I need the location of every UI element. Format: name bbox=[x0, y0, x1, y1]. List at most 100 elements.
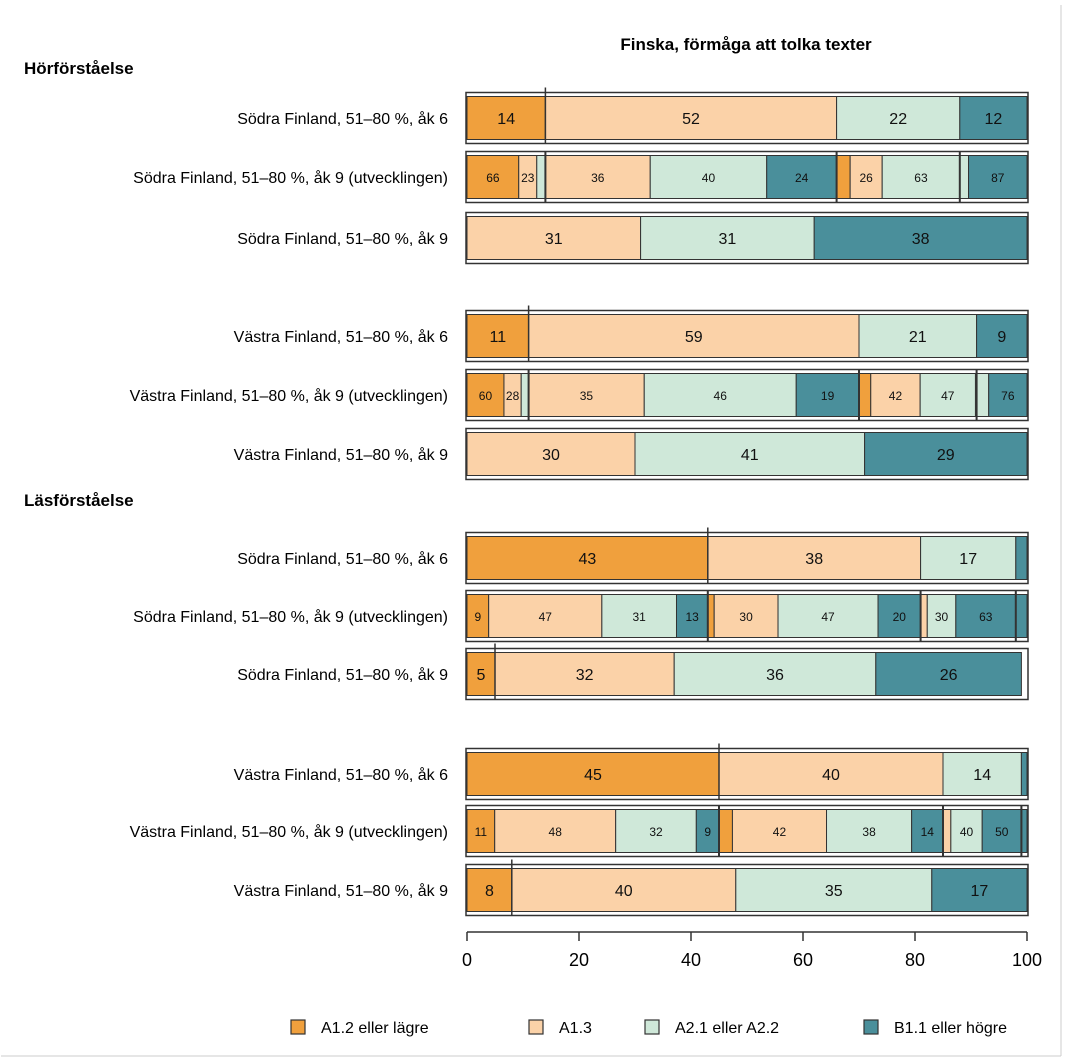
legend-label-0: A1.2 eller lägre bbox=[321, 1020, 429, 1037]
dev-segment-s0-r4-1-2 bbox=[643, 373, 797, 417]
bar-value-s0-r0-3: 12 bbox=[985, 111, 1003, 128]
dev-segment-s1-r1-1-2 bbox=[777, 594, 879, 638]
x-tick-label-60: 60 bbox=[793, 950, 813, 970]
bar-segment-s0-r2-3 bbox=[813, 216, 1028, 260]
dev-segment-s1-r1-0-2 bbox=[601, 594, 677, 638]
section-title-lasforstaelse: Läsförståelse bbox=[24, 491, 134, 510]
bar-segment-s0-r0-0 bbox=[466, 96, 546, 140]
dev-segment-s0-r1-0-2 bbox=[536, 155, 546, 199]
dev-segment-s1-r4-1-0 bbox=[718, 809, 733, 853]
bar-value-s0-r3-3: 9 bbox=[997, 329, 1006, 346]
bar-value-s0-r5-1: 30 bbox=[542, 447, 560, 464]
bar-value-s1-r3-0: 45 bbox=[584, 767, 602, 784]
legend-swatch-0 bbox=[290, 1019, 306, 1035]
dev-value-s0-r1-2-2: 63 bbox=[914, 171, 928, 185]
bar-value-s0-r0-0: 14 bbox=[497, 111, 515, 128]
row-label-s1-r1: Södra Finland, 51–80 %, åk 9 (utveckling… bbox=[133, 608, 448, 626]
dev-segment-s0-r1-2-0 bbox=[836, 155, 851, 199]
dev-segment-s1-r1-3-3 bbox=[1015, 594, 1028, 638]
x-tick-label-20: 20 bbox=[569, 950, 589, 970]
bar-segment-s1-r3-0 bbox=[466, 752, 720, 796]
row-label-s1-r4: Västra Finland, 51–80 %, åk 9 (utvecklin… bbox=[130, 823, 448, 841]
dev-value-s0-r4-3-3: 76 bbox=[1001, 389, 1015, 403]
dev-segment-s1-r4-1-3 bbox=[911, 809, 944, 853]
dev-value-s0-r1-2-1: 26 bbox=[859, 171, 873, 185]
row-label-s0-r0: Södra Finland, 51–80 %, åk 6 bbox=[237, 110, 448, 128]
dev-value-s0-r4-1-3: 19 bbox=[821, 389, 835, 403]
dev-segment-s1-r1-0-1 bbox=[488, 594, 603, 638]
row-label-s0-r3: Västra Finland, 51–80 %, åk 6 bbox=[234, 328, 448, 346]
dev-value-s1-r1-1-1: 30 bbox=[739, 610, 753, 624]
dev-segment-s1-r4-2-1 bbox=[942, 809, 952, 853]
dev-value-s1-r4-2-3: 50 bbox=[995, 825, 1009, 839]
dev-value-s1-r4-0-1: 48 bbox=[549, 825, 563, 839]
bar-segment-s0-r3-3 bbox=[976, 314, 1028, 358]
row-label-s0-r2: Södra Finland, 51–80 %, åk 9 bbox=[237, 230, 448, 248]
dev-segment-s0-r1-3-2 bbox=[959, 155, 970, 199]
legend-swatch-1 bbox=[528, 1019, 544, 1035]
dev-segment-s1-r1-0-3 bbox=[675, 594, 709, 638]
bar-segment-s0-r2-1 bbox=[466, 216, 642, 260]
row-label-s1-r3: Västra Finland, 51–80 %, åk 6 bbox=[234, 766, 448, 784]
bar-value-s1-r3-1: 40 bbox=[822, 767, 840, 784]
legend: A1.2 eller lägre A1.3 A2.1 eller A2.2 B1.1 … bbox=[290, 1019, 1007, 1037]
dev-value-s1-r4-1-2: 38 bbox=[862, 825, 876, 839]
bar-value-s0-r2-2: 31 bbox=[719, 231, 737, 248]
dev-segment-s1-r4-0-0 bbox=[466, 809, 496, 853]
dev-segment-s0-r1-2-1 bbox=[849, 155, 883, 199]
legend-label-2: A2.1 eller A2.2 bbox=[675, 1020, 779, 1037]
bar-segment-s1-r3-3 bbox=[1020, 752, 1028, 796]
row-label-s0-r4: Västra Finland, 51–80 %, åk 9 (utvecklin… bbox=[130, 387, 448, 405]
bar-value-s0-r2-1: 31 bbox=[545, 231, 563, 248]
dev-segment-s1-r1-2-2 bbox=[926, 594, 957, 638]
dev-value-s0-r4-2-1: 42 bbox=[889, 389, 903, 403]
dev-value-s0-r4-0-1: 28 bbox=[506, 389, 520, 403]
dev-segment-s0-r4-0-2 bbox=[520, 373, 530, 417]
bar-segment-s1-r5-0 bbox=[466, 868, 513, 912]
dev-segment-s1-r4-1-2 bbox=[826, 809, 913, 853]
dev-value-s0-r4-1-2: 46 bbox=[714, 389, 728, 403]
dev-value-s1-r1-0-3: 13 bbox=[685, 610, 699, 624]
bar-rows: Södra Finland, 51–80 %, åk 6 14 52 22 12 Södr… bbox=[130, 87, 1029, 917]
bar-segment-s1-r2-3 bbox=[875, 652, 1022, 696]
dev-value-s0-r4-2-2: 47 bbox=[941, 389, 955, 403]
dev-value-s1-r4-0-3: 9 bbox=[704, 825, 711, 839]
bar-value-s0-r2-3: 38 bbox=[912, 231, 930, 248]
dev-segment-s1-r4-1-1 bbox=[731, 809, 828, 853]
dev-segment-s0-r4-3-3 bbox=[988, 373, 1028, 417]
bar-value-s1-r0-2: 17 bbox=[959, 551, 977, 568]
legend-label-1: A1.3 bbox=[559, 1020, 592, 1037]
dev-segment-s1-r4-2-2 bbox=[950, 809, 983, 853]
bar-segment-s1-r0-2 bbox=[920, 536, 1017, 580]
x-tick-label-40: 40 bbox=[681, 950, 701, 970]
dev-value-s1-r4-2-2: 40 bbox=[960, 825, 974, 839]
dev-segment-s0-r4-2-1 bbox=[870, 373, 921, 417]
bar-value-s0-r0-2: 22 bbox=[889, 111, 907, 128]
bar-segment-s1-r5-3 bbox=[931, 868, 1028, 912]
x-tick-label-0: 0 bbox=[462, 950, 472, 970]
dev-value-s0-r1-3-3: 87 bbox=[991, 171, 1005, 185]
dev-value-s1-r4-0-2: 32 bbox=[649, 825, 663, 839]
bar-value-s1-r2-0: 5 bbox=[477, 667, 486, 684]
dev-segment-s0-r1-3-3 bbox=[968, 155, 1028, 199]
bar-segment-s0-r5-1 bbox=[466, 432, 636, 476]
dev-value-s0-r1-1-3: 24 bbox=[795, 171, 809, 185]
bar-segment-s1-r2-1 bbox=[494, 652, 675, 696]
dev-segment-s0-r4-2-2 bbox=[919, 373, 976, 417]
x-tick-label-100: 100 bbox=[1012, 950, 1042, 970]
bar-segment-s1-r3-1 bbox=[718, 752, 944, 796]
dev-segment-s0-r1-1-2 bbox=[649, 155, 768, 199]
dev-segment-s0-r1-1-3 bbox=[766, 155, 838, 199]
bar-value-s1-r5-1: 40 bbox=[615, 883, 633, 900]
bar-segment-s1-r5-2 bbox=[735, 868, 933, 912]
bar-value-s1-r2-1: 32 bbox=[576, 667, 594, 684]
bar-value-s1-r5-2: 35 bbox=[825, 883, 843, 900]
bar-value-s1-r2-2: 36 bbox=[766, 667, 784, 684]
section-title-horforstaelse: Hörförståelse bbox=[24, 59, 134, 78]
bar-value-s0-r0-1: 52 bbox=[682, 111, 700, 128]
bar-segment-s0-r5-2 bbox=[634, 432, 866, 476]
legend-swatch-2 bbox=[644, 1019, 660, 1035]
bar-value-s1-r5-0: 8 bbox=[485, 883, 494, 900]
bar-segment-s0-r0-2 bbox=[836, 96, 961, 140]
